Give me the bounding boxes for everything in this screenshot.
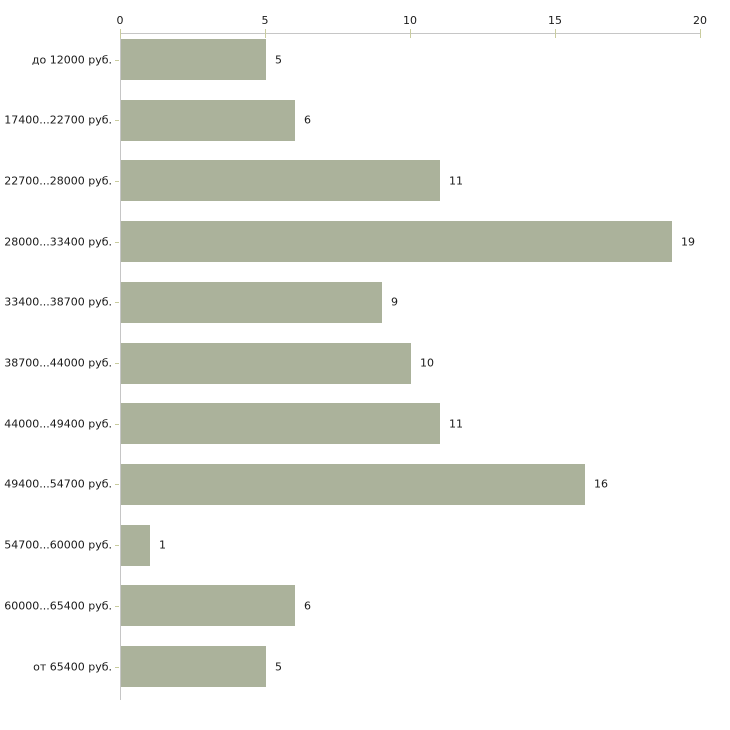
category-label: 44000...49400 руб. bbox=[4, 417, 112, 431]
bar bbox=[121, 221, 672, 263]
x-tick-label: 15 bbox=[548, 14, 562, 27]
x-axis-tick bbox=[410, 29, 411, 38]
bar bbox=[121, 585, 295, 627]
x-axis-tick bbox=[555, 29, 556, 38]
category-tick bbox=[115, 241, 119, 243]
category-label: от 65400 руб. bbox=[33, 660, 112, 673]
bar bbox=[121, 646, 266, 687]
category-tick bbox=[115, 363, 119, 364]
category-tick bbox=[115, 423, 119, 425]
bar bbox=[121, 99, 295, 141]
x-axis-tick bbox=[700, 29, 701, 38]
x-tick-label: 0 bbox=[116, 14, 124, 27]
category-tick bbox=[115, 180, 119, 182]
value-label: 10 bbox=[420, 356, 434, 370]
x-tick-label: 20 bbox=[693, 14, 707, 27]
category-tick bbox=[115, 59, 119, 61]
category-label: 33400...38700 руб. bbox=[4, 295, 112, 309]
x-axis-tick bbox=[265, 29, 266, 38]
category-label: 54700...60000 руб. bbox=[4, 538, 112, 552]
category-tick bbox=[115, 666, 119, 668]
bar bbox=[121, 463, 585, 505]
category-label: 38700...44000 руб. bbox=[4, 356, 112, 370]
category-tick bbox=[115, 484, 119, 486]
value-label: 5 bbox=[275, 53, 282, 66]
category-label: 28000...33400 руб. bbox=[4, 235, 112, 249]
x-tick-label: 5 bbox=[261, 14, 269, 27]
category-label: 22700...28000 руб. bbox=[4, 174, 112, 188]
value-label: 5 bbox=[275, 660, 282, 673]
bar bbox=[121, 403, 440, 445]
category-label: 17400...22700 руб. bbox=[4, 113, 112, 127]
bar bbox=[121, 160, 440, 202]
value-label: 11 bbox=[449, 417, 463, 431]
category-label: до 12000 руб. bbox=[31, 53, 112, 66]
category-label: 60000...65400 руб. bbox=[4, 599, 112, 613]
value-label: 11 bbox=[449, 174, 463, 188]
value-label: 6 bbox=[304, 113, 311, 127]
value-label: 19 bbox=[681, 235, 695, 249]
x-tick-label: 10 bbox=[403, 14, 417, 27]
category-tick bbox=[115, 302, 119, 304]
bar bbox=[121, 342, 411, 384]
value-label: 1 bbox=[159, 538, 166, 552]
category-tick bbox=[115, 545, 119, 547]
value-label: 9 bbox=[391, 295, 398, 309]
y-axis-line bbox=[120, 33, 121, 700]
value-label: 16 bbox=[594, 477, 608, 491]
category-label: 49400...54700 руб. bbox=[4, 477, 112, 491]
category-tick bbox=[115, 605, 119, 607]
bar bbox=[121, 281, 382, 323]
value-label: 6 bbox=[304, 599, 311, 613]
bar bbox=[121, 39, 266, 80]
x-axis-tick bbox=[120, 29, 121, 38]
category-tick bbox=[115, 120, 119, 122]
bar bbox=[121, 524, 150, 566]
